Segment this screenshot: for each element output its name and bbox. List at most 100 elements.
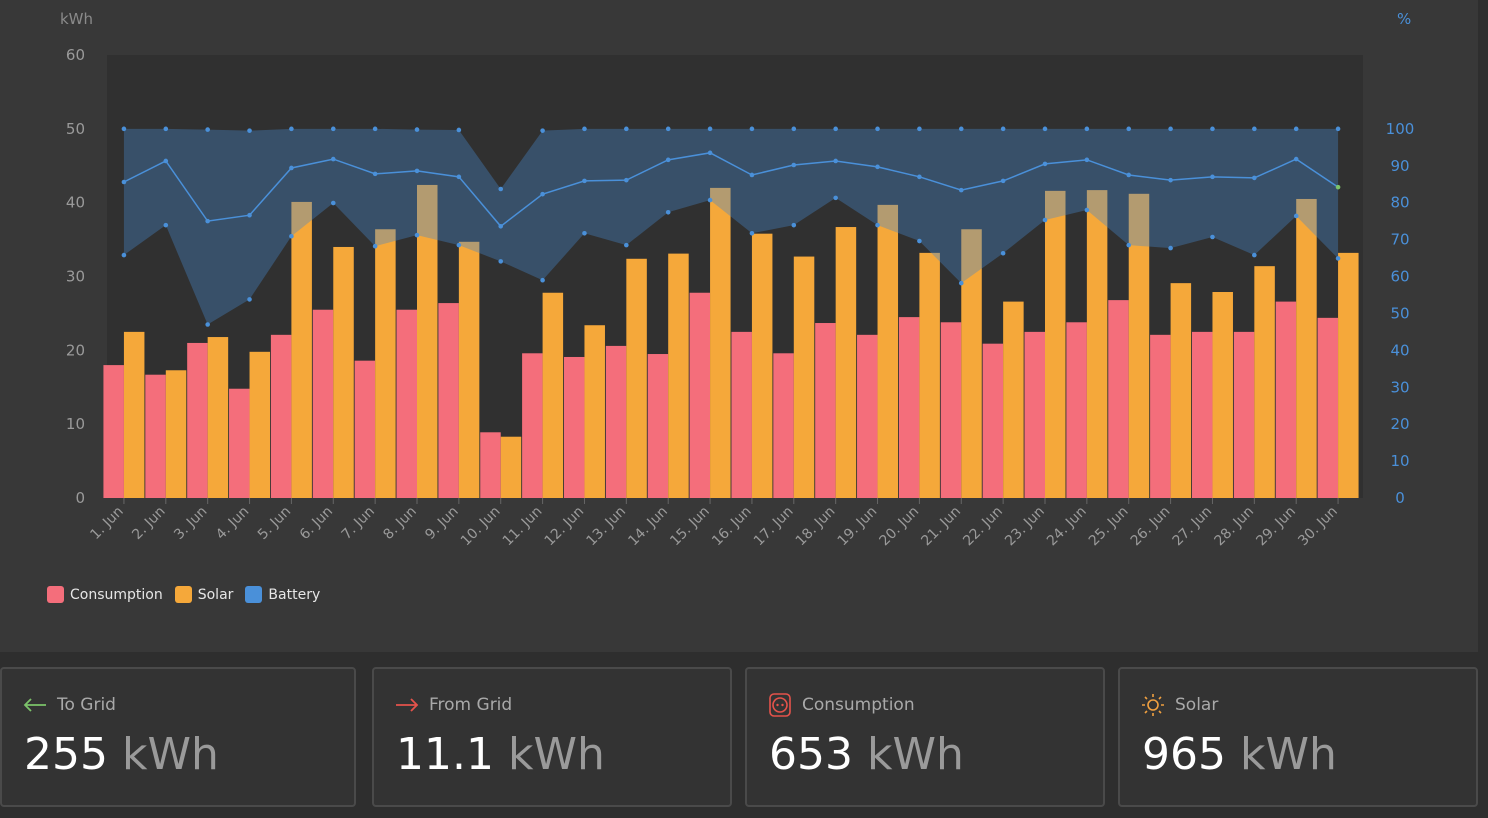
- solar-bar: [1045, 190, 1066, 498]
- battery-mean-point: [833, 158, 838, 164]
- right-tick-label: 100: [1386, 120, 1415, 138]
- card-unit: kWh: [1239, 729, 1337, 780]
- battery-range-area: [123, 128, 1339, 325]
- solar-bar: [626, 258, 647, 498]
- battery-min-point: [1252, 252, 1257, 258]
- battery-max-point: [247, 128, 252, 133]
- battery-max-point: [1042, 126, 1048, 132]
- legend-solar[interactable]: Solar: [174, 586, 233, 603]
- battery-min-point: [121, 252, 127, 258]
- consumption-bar: [145, 374, 166, 498]
- consumption-bar: [1317, 317, 1339, 498]
- consumption-bar: [1024, 331, 1045, 498]
- right-tick-label: 30: [1390, 378, 1409, 396]
- solar-bar: [793, 256, 815, 498]
- battery-mean-point: [1335, 184, 1341, 190]
- solar-bar: [1296, 198, 1317, 498]
- battery-max-point: [917, 126, 922, 132]
- battery-mean-point: [582, 178, 587, 184]
- left-axis-label: kWh: [60, 10, 93, 28]
- consumption-bar: [187, 342, 208, 498]
- battery-max-point: [1084, 126, 1090, 132]
- solar-bar: [751, 233, 773, 498]
- left-tick-label: 30: [66, 268, 85, 286]
- consumption-bar: [898, 317, 920, 498]
- solar-bar: [333, 246, 354, 498]
- battery-min-point: [456, 242, 462, 248]
- solar-bar: [919, 252, 940, 498]
- battery-mean-point: [163, 158, 169, 164]
- battery-min-point: [1000, 250, 1006, 256]
- consumption-bar: [563, 356, 585, 498]
- battery-min-point: [833, 195, 838, 201]
- solar-bar: [1128, 193, 1150, 498]
- battery-max-point: [330, 126, 336, 132]
- right-tick-label: 50: [1390, 304, 1409, 322]
- battery-min-point: [1335, 256, 1341, 261]
- battery-mean-point: [498, 223, 504, 229]
- battery-max-point: [1126, 126, 1132, 132]
- card-value: 11.1: [396, 729, 494, 780]
- x-tick-label: 17. Jun: [751, 504, 797, 550]
- battery-mean-point: [1042, 161, 1048, 167]
- battery-max-point: [205, 127, 210, 132]
- x-tick-label: 12. Jun: [542, 504, 588, 550]
- battery-mean-point: [1000, 178, 1006, 184]
- consumption-bar: [731, 331, 752, 498]
- x-tick-label: 15. Jun: [667, 504, 713, 550]
- battery-min-point: [1210, 234, 1215, 240]
- consumption-bar: [270, 334, 292, 498]
- battery-max-point: [958, 126, 964, 132]
- right-tick-label: 60: [1390, 268, 1409, 286]
- battery-max-point: [1000, 126, 1006, 132]
- solar-swatch: [174, 586, 192, 603]
- battery-max-point: [707, 126, 713, 132]
- battery-mean-point: [372, 171, 378, 177]
- battery-mean-line: [123, 152, 1339, 228]
- battery-max-point: [1168, 126, 1173, 132]
- x-tick-label: 26. Jun: [1128, 504, 1174, 550]
- consumption-bar: [857, 334, 878, 498]
- right-tick-label: 70: [1390, 231, 1409, 249]
- battery-max-point: [582, 126, 587, 132]
- consumption-bar: [1066, 322, 1087, 498]
- card-value: 255: [24, 729, 108, 780]
- legend-label: Consumption: [70, 586, 163, 603]
- solar-bar: [207, 337, 229, 498]
- x-tick-label: 5. Jun: [255, 504, 294, 543]
- consumption-bar: [1233, 331, 1255, 498]
- battery-mean-point: [540, 191, 545, 197]
- solar-bar: [1338, 252, 1359, 498]
- legend-label: Battery: [268, 586, 321, 603]
- left-tick-label: 20: [66, 341, 85, 359]
- consumption-bar: [773, 353, 794, 498]
- battery-max-point: [414, 127, 420, 132]
- from-grid-card: From Grid 11.1 kWh: [372, 667, 732, 807]
- power-socket-icon: [767, 693, 793, 717]
- consumption-bar: [1108, 300, 1129, 498]
- battery-mean-point: [1252, 175, 1257, 181]
- x-tick-label: 25. Jun: [1086, 504, 1132, 550]
- right-axis-label: %: [1397, 10, 1411, 28]
- solar-bar: [165, 370, 187, 498]
- battery-mean-point: [624, 177, 629, 183]
- battery-min-point: [289, 233, 294, 239]
- battery-min-point: [791, 222, 797, 228]
- consumption-bar: [229, 388, 250, 498]
- battery-min-point: [958, 280, 964, 286]
- battery-max-point: [1293, 126, 1299, 132]
- x-tick-label: 2. Jun: [129, 504, 168, 543]
- solar-bar: [1170, 283, 1192, 498]
- battery-min-point: [498, 259, 504, 264]
- left-tick-label: 10: [66, 415, 85, 433]
- solar-bar: [542, 292, 564, 498]
- right-tick-label: 20: [1390, 415, 1409, 433]
- battery-max-point: [749, 126, 755, 132]
- battery-max-point: [1335, 126, 1341, 132]
- solar-bar: [835, 227, 857, 498]
- legend-battery[interactable]: Battery: [245, 586, 320, 603]
- battery-mean-point: [875, 164, 880, 170]
- battery-min-point: [665, 209, 671, 215]
- battery-min-point: [414, 232, 420, 238]
- legend-consumption[interactable]: Consumption: [47, 586, 163, 603]
